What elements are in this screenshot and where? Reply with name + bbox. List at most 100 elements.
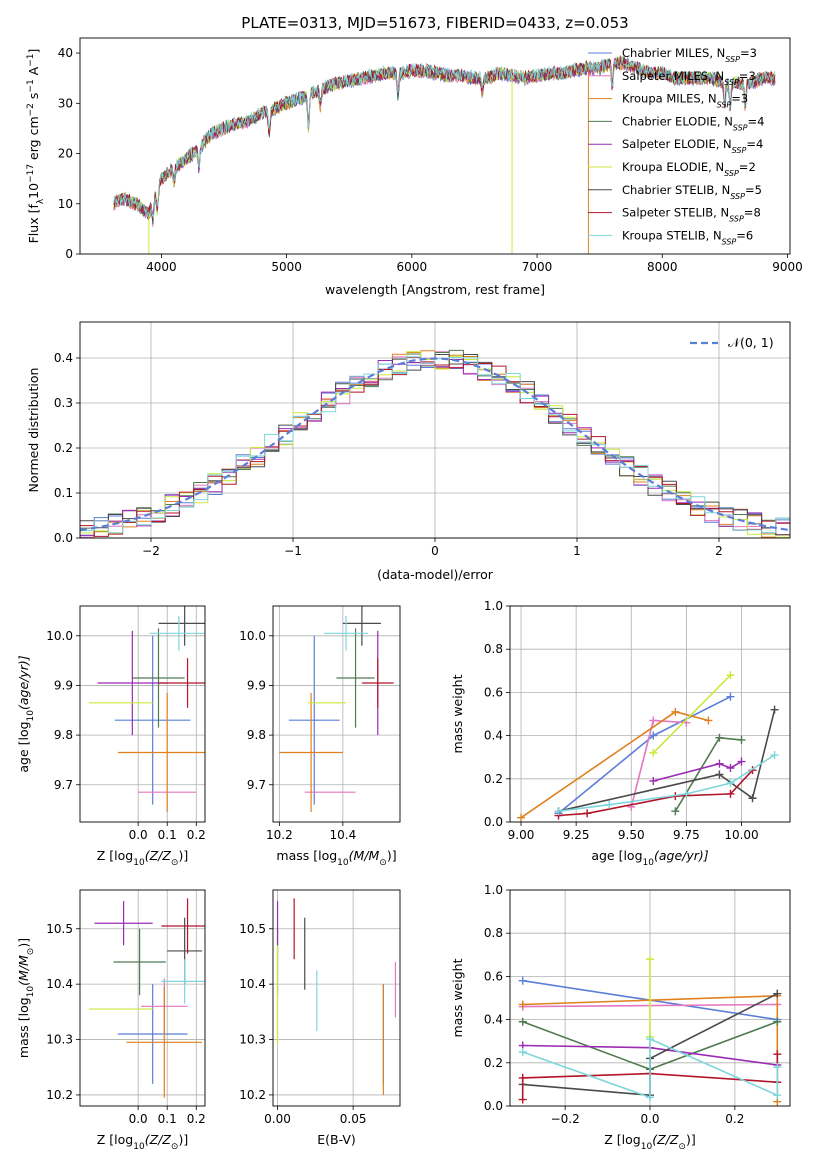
y-axis-label-part: Flux [f — [26, 204, 41, 244]
age-vs-mass-panel: 10.2 10.4 9.7 9.8 9.9 10.0 — [239, 605, 401, 842]
y-tick-label: 1.0 — [484, 599, 503, 613]
errorbar-point — [158, 606, 205, 646]
x-tick-label: 0.1 — [158, 1112, 177, 1126]
weight-marker — [773, 989, 782, 998]
legend-eq: = — [739, 69, 749, 83]
y-tick-label: 1.0 — [484, 883, 503, 897]
y-axis-label-part: (M/M — [16, 955, 31, 986]
x-axis-label-part: 10 — [133, 1142, 145, 1152]
errorbar-point — [132, 628, 185, 728]
weight-marker — [518, 1048, 527, 1056]
legend-nssp-sub: SSP — [732, 146, 747, 155]
y-tick-label: 0.2 — [484, 772, 503, 786]
weight-marker — [726, 671, 735, 680]
y-tick-label: 0.4 — [484, 729, 503, 743]
weight-series — [646, 955, 654, 1041]
weight-series — [517, 707, 713, 822]
y-tick-label: 0.4 — [484, 1013, 503, 1027]
mass-vs-ebv-panel: 0.00 0.05 10.2 10.3 10.4 10.5 — [239, 889, 401, 1126]
y-tick-label: 10.0 — [239, 629, 266, 643]
y-tick-label: 0.0 — [484, 1099, 503, 1113]
legend-space: , — [717, 114, 724, 128]
weight-marker — [770, 705, 779, 714]
x-tick-label: −1 — [284, 544, 302, 558]
x-axis-label-part: (Z/Z — [145, 1132, 172, 1147]
legend-nssp: N — [715, 160, 724, 174]
legend-nssp-value: 5 — [755, 183, 762, 197]
x-tick-label: 0 — [431, 544, 439, 558]
x-tick-label: 9.75 — [673, 828, 700, 842]
legend-nssp: N — [722, 183, 731, 197]
legend-entry: Kroupa MILES, NSSP=3 — [622, 92, 748, 110]
plot-area — [517, 671, 779, 822]
x-axis-label: Z [log10(Z/Z⊙)] — [97, 1132, 188, 1152]
weight-marker — [748, 794, 757, 803]
weight-marker — [715, 770, 724, 779]
y-axis-label: age [log10(age/yr)] — [16, 655, 36, 772]
legend-entry: Chabrier STELIB, NSSP=5 — [622, 183, 762, 201]
x-axis-label-part: ⊙ — [171, 858, 179, 868]
legend-space: , — [716, 137, 723, 151]
y-tick-label: 10.4 — [239, 977, 266, 991]
errorbar-point — [161, 898, 205, 954]
weight-marker — [646, 1035, 654, 1044]
x-axis-label-part: )] — [387, 848, 397, 863]
errorbar-point — [117, 692, 205, 813]
y-tick-label: 0.8 — [484, 642, 503, 656]
x-tick-label: 9.50 — [618, 828, 645, 842]
weight-marker — [517, 813, 526, 822]
y-tick-label: 40 — [58, 46, 73, 60]
x-axis-label-part: ⊙ — [171, 1142, 179, 1152]
y-tick-label: 10.5 — [239, 922, 266, 936]
y-tick-label: 10.3 — [46, 1033, 73, 1047]
y-axis-label-part: age [log — [16, 721, 31, 772]
legend-label: Kroupa MILES — [622, 92, 701, 106]
x-tick-label: 0.1 — [158, 828, 177, 842]
y-axis-label-part: 10 — [26, 710, 36, 722]
weight-marker — [737, 757, 746, 766]
x-axis-label-part: 10 — [641, 1142, 653, 1152]
weight-marker — [770, 751, 779, 760]
legend-space: , — [713, 206, 720, 220]
y-tick-label: 0.1 — [54, 486, 73, 500]
x-axis-label-part: ⊙ — [678, 1142, 686, 1152]
x-axis-label-part: mass [log — [276, 848, 337, 863]
weight-marker — [583, 809, 592, 818]
y-tick-label: 0.8 — [484, 926, 503, 940]
legend-nssp-sub: SSP — [717, 100, 732, 109]
age-vs-Z-panel: 0.0 0.1 0.2 9.7 9.8 9.9 10.0 — [46, 605, 206, 842]
legend-label: Kroupa ELODIE — [622, 160, 708, 174]
weight-marker — [605, 800, 614, 809]
legend-space: , — [706, 228, 713, 242]
y-axis-label: Normed distribution — [26, 368, 41, 493]
x-tick-label: 5000 — [271, 260, 302, 274]
y-axis-label: mass [log10(M/M⊙)] — [16, 938, 36, 1058]
axes-frame — [79, 37, 791, 255]
x-tick-label: 9000 — [772, 260, 803, 274]
legend-label: Chabrier ELODIE — [622, 114, 717, 128]
x-axis-label: (data-model)/error — [377, 567, 494, 582]
x-tick-label: 10.00 — [724, 828, 758, 842]
y-tick-label: 9.9 — [54, 678, 73, 692]
y-tick-label: 9.7 — [54, 778, 73, 792]
errorbar-point — [361, 658, 394, 708]
legend-entry: Salpeter MILES, NSSP=3 — [622, 69, 756, 87]
x-axis-label-part: )] — [686, 1132, 696, 1147]
legend-nssp-value: 3 — [748, 69, 755, 83]
errorbar-point — [94, 901, 153, 946]
y-tick-label: 10.2 — [46, 1088, 73, 1102]
weight-line — [653, 760, 742, 782]
weight-marker — [726, 779, 735, 788]
legend-label: Chabrier STELIB — [622, 183, 714, 197]
legend-nssp-sub: SSP — [729, 214, 744, 223]
y-tick-label: 0 — [65, 247, 73, 261]
weight-marker — [518, 1073, 527, 1082]
x-axis-label-part: 10 — [133, 858, 145, 868]
weight-marker — [773, 1063, 782, 1072]
errorbar-point — [336, 628, 375, 728]
legend-nssp-sub: SSP — [724, 77, 739, 86]
weight-series — [649, 671, 735, 757]
y-axis-label-part: −1 — [26, 79, 36, 92]
x-tick-label: 0.2 — [187, 828, 206, 842]
spectrum-line — [113, 55, 776, 221]
